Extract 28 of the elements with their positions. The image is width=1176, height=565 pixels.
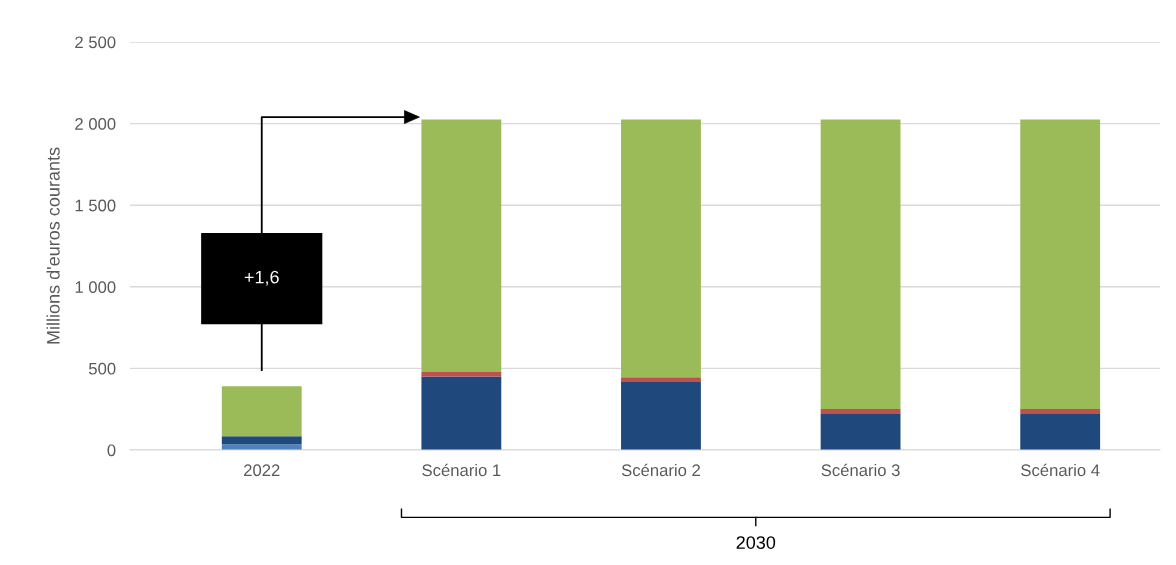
bar	[621, 377, 701, 383]
bar	[820, 119, 901, 410]
bar	[621, 119, 701, 378]
y-tick-label: 0	[107, 444, 116, 457]
y-tick-label: 500	[88, 362, 116, 375]
x-tick-label: Scénario 2	[621, 463, 700, 477]
y-axis-title: Millions d'euros courants	[46, 147, 60, 344]
bar	[1020, 409, 1101, 415]
bar	[1020, 414, 1101, 450]
bar	[421, 376, 502, 450]
bar	[1020, 119, 1101, 410]
x-tick-label: Scénario 4	[1021, 463, 1100, 477]
x-tick-label: Scénario 1	[422, 463, 501, 477]
y-tick-label: 1 000	[75, 281, 116, 293]
y-tick-label: 1 500	[75, 199, 116, 212]
bar	[421, 119, 502, 372]
bar	[421, 371, 502, 377]
y-tick-label: 2 000	[75, 118, 116, 130]
bar	[820, 409, 901, 415]
bar	[221, 436, 302, 445]
bar	[621, 382, 701, 450]
x-tick-label: Scénario 3	[821, 463, 900, 477]
bar	[221, 386, 302, 437]
bar	[820, 414, 901, 450]
y-tick-label: 2 500	[75, 36, 116, 49]
x-tick-label: 2022	[244, 464, 280, 477]
text: 2030	[736, 536, 776, 549]
annotation: +1,6	[244, 270, 279, 286]
